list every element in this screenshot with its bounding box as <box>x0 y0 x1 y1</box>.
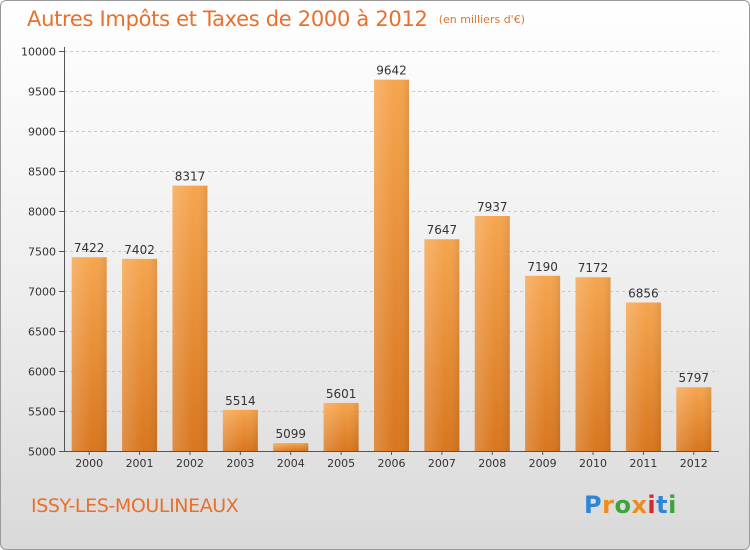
logo-letter: i <box>668 491 677 519</box>
y-tick-label: 5500 <box>28 406 56 419</box>
x-tick-label: 2001 <box>126 457 154 470</box>
city-name: ISSY-LES-MOULINEAUX <box>31 495 239 517</box>
bar-shading <box>222 409 258 451</box>
data-label: 8317 <box>175 170 206 184</box>
y-tick-label: 6500 <box>28 326 56 339</box>
y-tick-label: 5000 <box>28 446 56 459</box>
bar-shading <box>525 275 561 451</box>
bar-shading <box>424 239 460 451</box>
data-label: 7172 <box>578 261 609 275</box>
chart-subtitle: (en milliers d'€) <box>438 13 525 26</box>
logo-letter: x <box>631 491 648 519</box>
x-tick-label: 2009 <box>529 457 557 470</box>
logo-letter: P <box>584 491 603 519</box>
y-tick-label: 7000 <box>28 286 56 299</box>
x-tick-label: 2010 <box>579 457 607 470</box>
x-tick-label: 2008 <box>478 457 506 470</box>
bar-shading <box>575 277 611 451</box>
data-label: 7937 <box>477 200 508 214</box>
bar-shading <box>172 185 208 451</box>
bar-shading <box>273 443 309 451</box>
labels: 7422 7402 8317 5514 5099 5601 9642 7647 7937 7190… <box>74 64 709 441</box>
x-tick-label: 2005 <box>327 457 355 470</box>
bar-shading <box>625 302 661 451</box>
x-tick-label: 2000 <box>75 457 103 470</box>
x-tick-label: 2007 <box>428 457 456 470</box>
bar-shading <box>374 79 409 451</box>
x-tick-label: 2011 <box>629 457 657 470</box>
data-label: 7402 <box>124 243 155 257</box>
logo-letter: i <box>647 491 657 519</box>
data-label: 9642 <box>376 64 407 78</box>
bar-shading <box>323 402 359 451</box>
data-label: 5099 <box>275 427 306 441</box>
data-label: 5601 <box>326 387 357 401</box>
bar-shading <box>474 216 510 451</box>
y-tick-label: 7500 <box>28 246 56 259</box>
chart-title-text: Autres Impôts et Taxes de 2000 à 2012 <box>27 7 428 31</box>
data-label: 5797 <box>679 371 710 385</box>
axes: 5000 5500 6000 6500 7000 7500 8000 8500 9000 9500… <box>21 46 719 470</box>
x-tick-label: 2002 <box>176 457 204 470</box>
proxiti-logo: Proxiti <box>584 491 677 519</box>
x-tick-label: 2012 <box>680 457 708 470</box>
x-tick-label: 2004 <box>277 457 305 470</box>
y-tick-label: 9000 <box>28 126 56 139</box>
bar-shading <box>676 387 712 451</box>
x-tick-label: 2003 <box>226 457 254 470</box>
chart-title: Autres Impôts et Taxes de 2000 à 2012 (e… <box>27 7 525 31</box>
data-label: 5514 <box>225 394 256 408</box>
bar-shading <box>71 257 107 451</box>
data-label: 7422 <box>74 241 105 255</box>
logo-letter: r <box>602 491 615 519</box>
bars <box>71 79 712 451</box>
y-tick-label: 8000 <box>28 206 56 219</box>
y-tick-label: 10000 <box>21 46 56 59</box>
bar-shading <box>122 258 158 451</box>
y-tick-label: 6000 <box>28 366 56 379</box>
data-label: 6856 <box>628 287 659 301</box>
logo-letter: o <box>614 491 632 519</box>
data-label: 7647 <box>427 223 458 237</box>
x-tick-label: 2006 <box>378 457 406 470</box>
y-tick-label: 8500 <box>28 166 56 179</box>
y-tick-label: 9500 <box>28 86 56 99</box>
data-label: 7190 <box>527 260 558 274</box>
logo-letter: t <box>656 491 669 519</box>
